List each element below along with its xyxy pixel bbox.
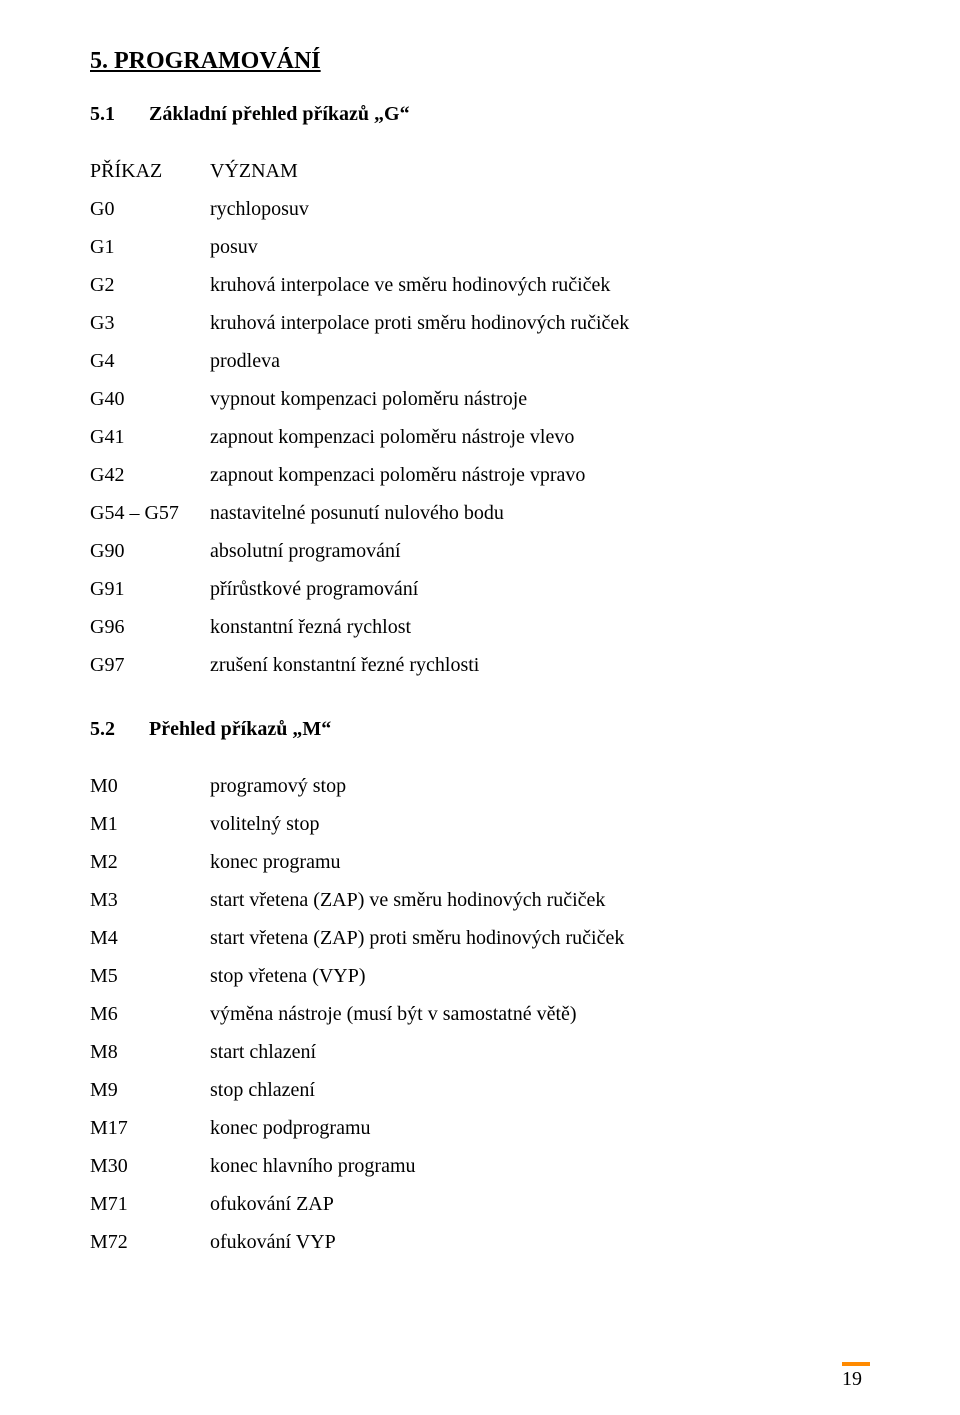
command-code: G2 bbox=[90, 266, 210, 304]
command-code: M72 bbox=[90, 1223, 210, 1261]
command-code: M5 bbox=[90, 957, 210, 995]
table-row: G96konstantní řezná rychlost bbox=[90, 608, 870, 646]
table-row: M1volitelný stop bbox=[90, 805, 870, 843]
command-meaning: konec hlavního programu bbox=[210, 1147, 870, 1185]
table-row: G4prodleva bbox=[90, 342, 870, 380]
table-row: M6výměna nástroje (musí být v samostatné… bbox=[90, 995, 870, 1033]
command-meaning: stop vřetena (VYP) bbox=[210, 957, 870, 995]
table-row: M17konec podprogramu bbox=[90, 1109, 870, 1147]
table-row: M3start vřetena (ZAP) ve směru hodinovýc… bbox=[90, 881, 870, 919]
command-meaning: výměna nástroje (musí být v samostatné v… bbox=[210, 995, 870, 1033]
table-row: G54 – G57nastavitelné posunutí nulového … bbox=[90, 494, 870, 532]
command-meaning: konec podprogramu bbox=[210, 1109, 870, 1147]
section-g-heading: 5.1 Základní přehled příkazů „G“ bbox=[90, 103, 870, 126]
table-row: M2konec programu bbox=[90, 843, 870, 881]
table-row: M71ofukování ZAP bbox=[90, 1185, 870, 1223]
command-code: G96 bbox=[90, 608, 210, 646]
table-m-commands: M0programový stopM1volitelný stopM2konec… bbox=[90, 767, 870, 1261]
command-code: G0 bbox=[90, 190, 210, 228]
table-row: M9stop chlazení bbox=[90, 1071, 870, 1109]
command-meaning: kruhová interpolace proti směru hodinový… bbox=[210, 304, 870, 342]
table-row: G1posuv bbox=[90, 228, 870, 266]
table-row: M8start chlazení bbox=[90, 1033, 870, 1071]
command-code: G97 bbox=[90, 646, 210, 684]
command-meaning: stop chlazení bbox=[210, 1071, 870, 1109]
command-code: G40 bbox=[90, 380, 210, 418]
table-row: M30konec hlavního programu bbox=[90, 1147, 870, 1185]
command-code: M30 bbox=[90, 1147, 210, 1185]
table-row: G3kruhová interpolace proti směru hodino… bbox=[90, 304, 870, 342]
command-meaning: rychloposuv bbox=[210, 190, 870, 228]
command-meaning: prodleva bbox=[210, 342, 870, 380]
command-code: G90 bbox=[90, 532, 210, 570]
command-meaning: start vřetena (ZAP) ve směru hodinových … bbox=[210, 881, 870, 919]
command-meaning: zrušení konstantní řezné rychlosti bbox=[210, 646, 870, 684]
command-code: G54 – G57 bbox=[90, 494, 210, 532]
command-meaning: start chlazení bbox=[210, 1033, 870, 1071]
section-m-title: Přehled příkazů „M“ bbox=[149, 718, 331, 740]
section-m-heading: 5.2 Přehled příkazů „M“ bbox=[90, 718, 870, 741]
command-code: M6 bbox=[90, 995, 210, 1033]
command-code: M4 bbox=[90, 919, 210, 957]
command-code: M9 bbox=[90, 1071, 210, 1109]
command-code: M8 bbox=[90, 1033, 210, 1071]
table-row: M0programový stop bbox=[90, 767, 870, 805]
command-meaning: kruhová interpolace ve směru hodinových … bbox=[210, 266, 870, 304]
page-title: 5. PROGRAMOVÁNÍ bbox=[90, 48, 870, 75]
table-row: M72ofukování VYP bbox=[90, 1223, 870, 1261]
command-meaning: volitelný stop bbox=[210, 805, 870, 843]
command-code: G41 bbox=[90, 418, 210, 456]
column-header-code: PŘÍKAZ bbox=[90, 152, 210, 190]
command-code: M2 bbox=[90, 843, 210, 881]
table-row: M4start vřetena (ZAP) proti směru hodino… bbox=[90, 919, 870, 957]
table-row: G40vypnout kompenzaci poloměru nástroje bbox=[90, 380, 870, 418]
section-g-number: 5.1 bbox=[90, 103, 144, 126]
command-meaning: posuv bbox=[210, 228, 870, 266]
command-code: M71 bbox=[90, 1185, 210, 1223]
command-meaning: absolutní programování bbox=[210, 532, 870, 570]
document-page: 5. PROGRAMOVÁNÍ 5.1 Základní přehled pří… bbox=[0, 0, 960, 1415]
command-meaning: přírůstkové programování bbox=[210, 570, 870, 608]
page-number: 19 bbox=[842, 1362, 870, 1391]
command-code: M17 bbox=[90, 1109, 210, 1147]
table-header-row: PŘÍKAZ VÝZNAM bbox=[90, 152, 870, 190]
command-meaning: konec programu bbox=[210, 843, 870, 881]
table-g-commands: PŘÍKAZ VÝZNAM G0rychloposuvG1posuvG2kruh… bbox=[90, 152, 870, 684]
command-meaning: nastavitelné posunutí nulového bodu bbox=[210, 494, 870, 532]
command-meaning: zapnout kompenzaci poloměru nástroje vpr… bbox=[210, 456, 870, 494]
command-meaning: ofukování VYP bbox=[210, 1223, 870, 1261]
section-g-title: Základní přehled příkazů „G“ bbox=[149, 103, 410, 125]
table-row: G0rychloposuv bbox=[90, 190, 870, 228]
table-row: G91přírůstkové programování bbox=[90, 570, 870, 608]
table-row: G90absolutní programování bbox=[90, 532, 870, 570]
command-code: M1 bbox=[90, 805, 210, 843]
command-code: G4 bbox=[90, 342, 210, 380]
table-row: G41zapnout kompenzaci poloměru nástroje … bbox=[90, 418, 870, 456]
section-m-number: 5.2 bbox=[90, 718, 144, 741]
command-code: M3 bbox=[90, 881, 210, 919]
command-code: G1 bbox=[90, 228, 210, 266]
table-row: G97zrušení konstantní řezné rychlosti bbox=[90, 646, 870, 684]
command-meaning: start vřetena (ZAP) proti směru hodinový… bbox=[210, 919, 870, 957]
command-meaning: ofukování ZAP bbox=[210, 1185, 870, 1223]
table-row: G2kruhová interpolace ve směru hodinovýc… bbox=[90, 266, 870, 304]
command-meaning: zapnout kompenzaci poloměru nástroje vle… bbox=[210, 418, 870, 456]
table-row: M5stop vřetena (VYP) bbox=[90, 957, 870, 995]
command-meaning: vypnout kompenzaci poloměru nástroje bbox=[210, 380, 870, 418]
page-number-value: 19 bbox=[842, 1368, 862, 1390]
command-code: M0 bbox=[90, 767, 210, 805]
command-meaning: programový stop bbox=[210, 767, 870, 805]
command-code: G3 bbox=[90, 304, 210, 342]
table-row: G42zapnout kompenzaci poloměru nástroje … bbox=[90, 456, 870, 494]
command-meaning: konstantní řezná rychlost bbox=[210, 608, 870, 646]
command-code: G91 bbox=[90, 570, 210, 608]
page-number-accent-bar bbox=[842, 1362, 870, 1366]
column-header-meaning: VÝZNAM bbox=[210, 152, 870, 190]
command-code: G42 bbox=[90, 456, 210, 494]
